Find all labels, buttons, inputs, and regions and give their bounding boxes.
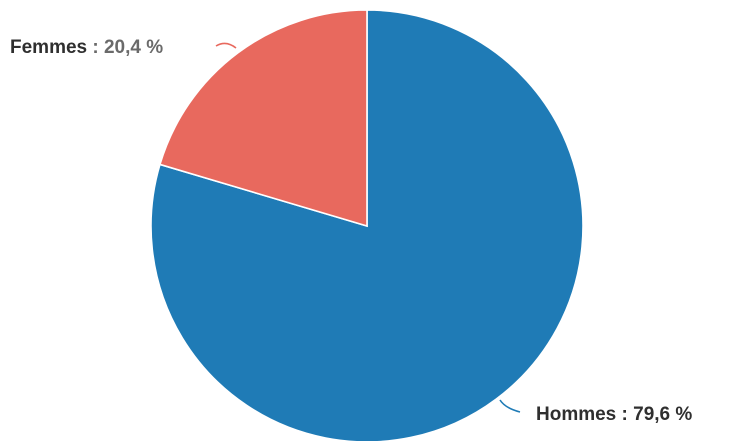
slice-label-value: : 79,6 % (616, 404, 692, 425)
slice-label-hommes: Hommes : 79,6 % (536, 404, 692, 425)
leader-line-hommes (499, 399, 521, 413)
pie-labels: Hommes : 79,6 % Femmes : 20,4 % (10, 37, 692, 425)
slice-label-femmes: Femmes : 20,4 % (10, 37, 163, 58)
pie-slice-femmes (158, 9, 368, 228)
slice-label-name: Femmes (10, 37, 87, 58)
leader-line-femmes (215, 42, 237, 49)
slice-label-value: : 20,4 % (87, 37, 163, 58)
slice-label-name: Hommes (536, 404, 616, 425)
pie-slices (150, 9, 584, 441)
